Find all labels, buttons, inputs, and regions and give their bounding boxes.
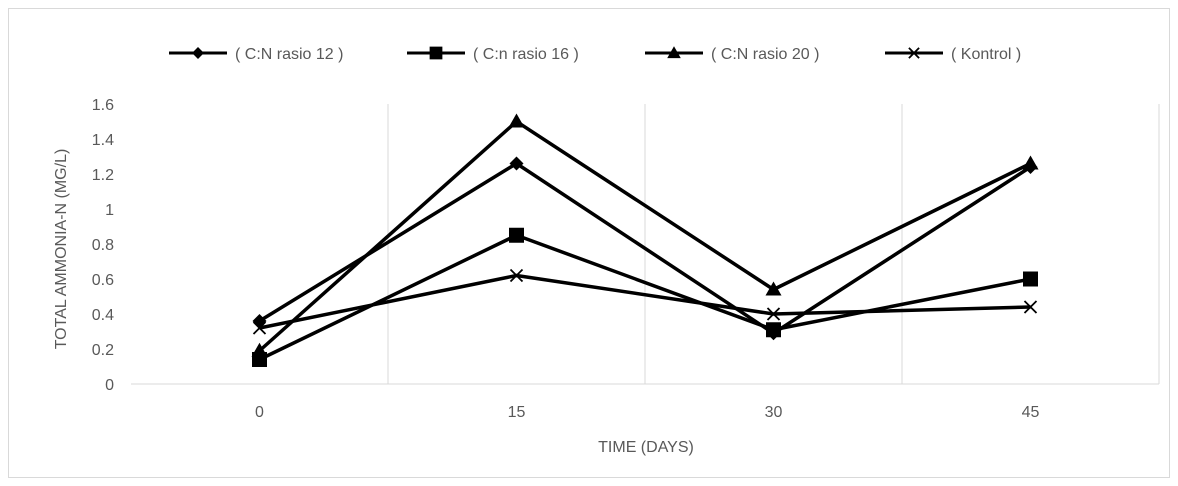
x-axis-label: TIME (DAYS) (598, 439, 694, 456)
series-line (258, 161, 1032, 335)
y-tick-label: 0.8 (92, 237, 114, 254)
y-tick-label: 1.6 (92, 97, 114, 114)
x-tick-label: 15 (508, 404, 526, 421)
data-point-x (766, 307, 781, 321)
y-tick-label: 0.2 (92, 342, 114, 359)
data-point-triangle (1022, 155, 1039, 170)
x-tick-label: 45 (1022, 404, 1040, 421)
data-point-diamond (192, 47, 204, 59)
legend-label: ( C:N rasio 20 ) (711, 46, 819, 63)
y-tick-label: 0.6 (92, 272, 114, 289)
data-point-x (908, 47, 920, 59)
series-lines (251, 113, 1039, 367)
y-tick-label: 1.4 (92, 132, 114, 149)
data-point-square (429, 46, 443, 60)
legend-item: ( C:N rasio 20 ) (645, 46, 819, 63)
y-tick-label: 0 (105, 377, 114, 394)
y-axis-label: TOTAL AMMONIA-N (MG/L) (53, 149, 70, 350)
data-point-x (509, 268, 524, 283)
legend: ( C:N rasio 12 ) ( C:n rasio 16 ) ( C:N ra… (169, 46, 1021, 63)
data-point-triangle (765, 281, 782, 296)
legend-item: ( C:n rasio 16 ) (407, 46, 579, 63)
data-point-triangle (251, 342, 268, 357)
data-point-square (509, 227, 524, 243)
line-chart: 0 0.2 0.4 0.6 0.8 1 1.2 1.4 1.6 0 15 30 45 ( C:N ra… (53, 46, 1160, 456)
chart-frame: 0 0.2 0.4 0.6 0.8 1 1.2 1.4 1.6 0 15 30 45 ( C:N ra… (8, 8, 1170, 478)
legend-item: ( Kontrol ) (885, 46, 1021, 63)
y-tick-label: 1.2 (92, 167, 114, 184)
legend-label: ( Kontrol ) (951, 46, 1021, 63)
data-point-triangle (667, 46, 681, 59)
y-axis-ticks: 0 0.2 0.4 0.6 0.8 1 1.2 1.4 1.6 (92, 97, 114, 394)
series-line (259, 273, 1031, 330)
y-tick-label: 1 (105, 202, 114, 219)
series-triangle (251, 113, 1039, 357)
x-tick-label: 0 (255, 404, 264, 421)
series-square (252, 227, 1038, 367)
legend-item: ( C:N rasio 12 ) (169, 46, 343, 63)
data-point-triangle (508, 113, 525, 128)
data-point-x (1023, 300, 1038, 314)
x-axis-ticks: 0 15 30 45 (255, 404, 1039, 421)
data-point-square (1023, 271, 1038, 287)
data-point-x (252, 321, 267, 335)
series-x (252, 268, 1038, 335)
legend-label: ( C:n rasio 16 ) (473, 46, 579, 63)
legend-label: ( C:N rasio 12 ) (235, 46, 343, 63)
y-tick-label: 0.4 (92, 307, 114, 324)
series-line (258, 119, 1032, 353)
data-point-diamond (509, 156, 524, 171)
series-line (258, 233, 1031, 362)
data-point-square (766, 322, 781, 338)
x-tick-label: 30 (765, 404, 783, 421)
gridlines (387, 104, 1160, 384)
